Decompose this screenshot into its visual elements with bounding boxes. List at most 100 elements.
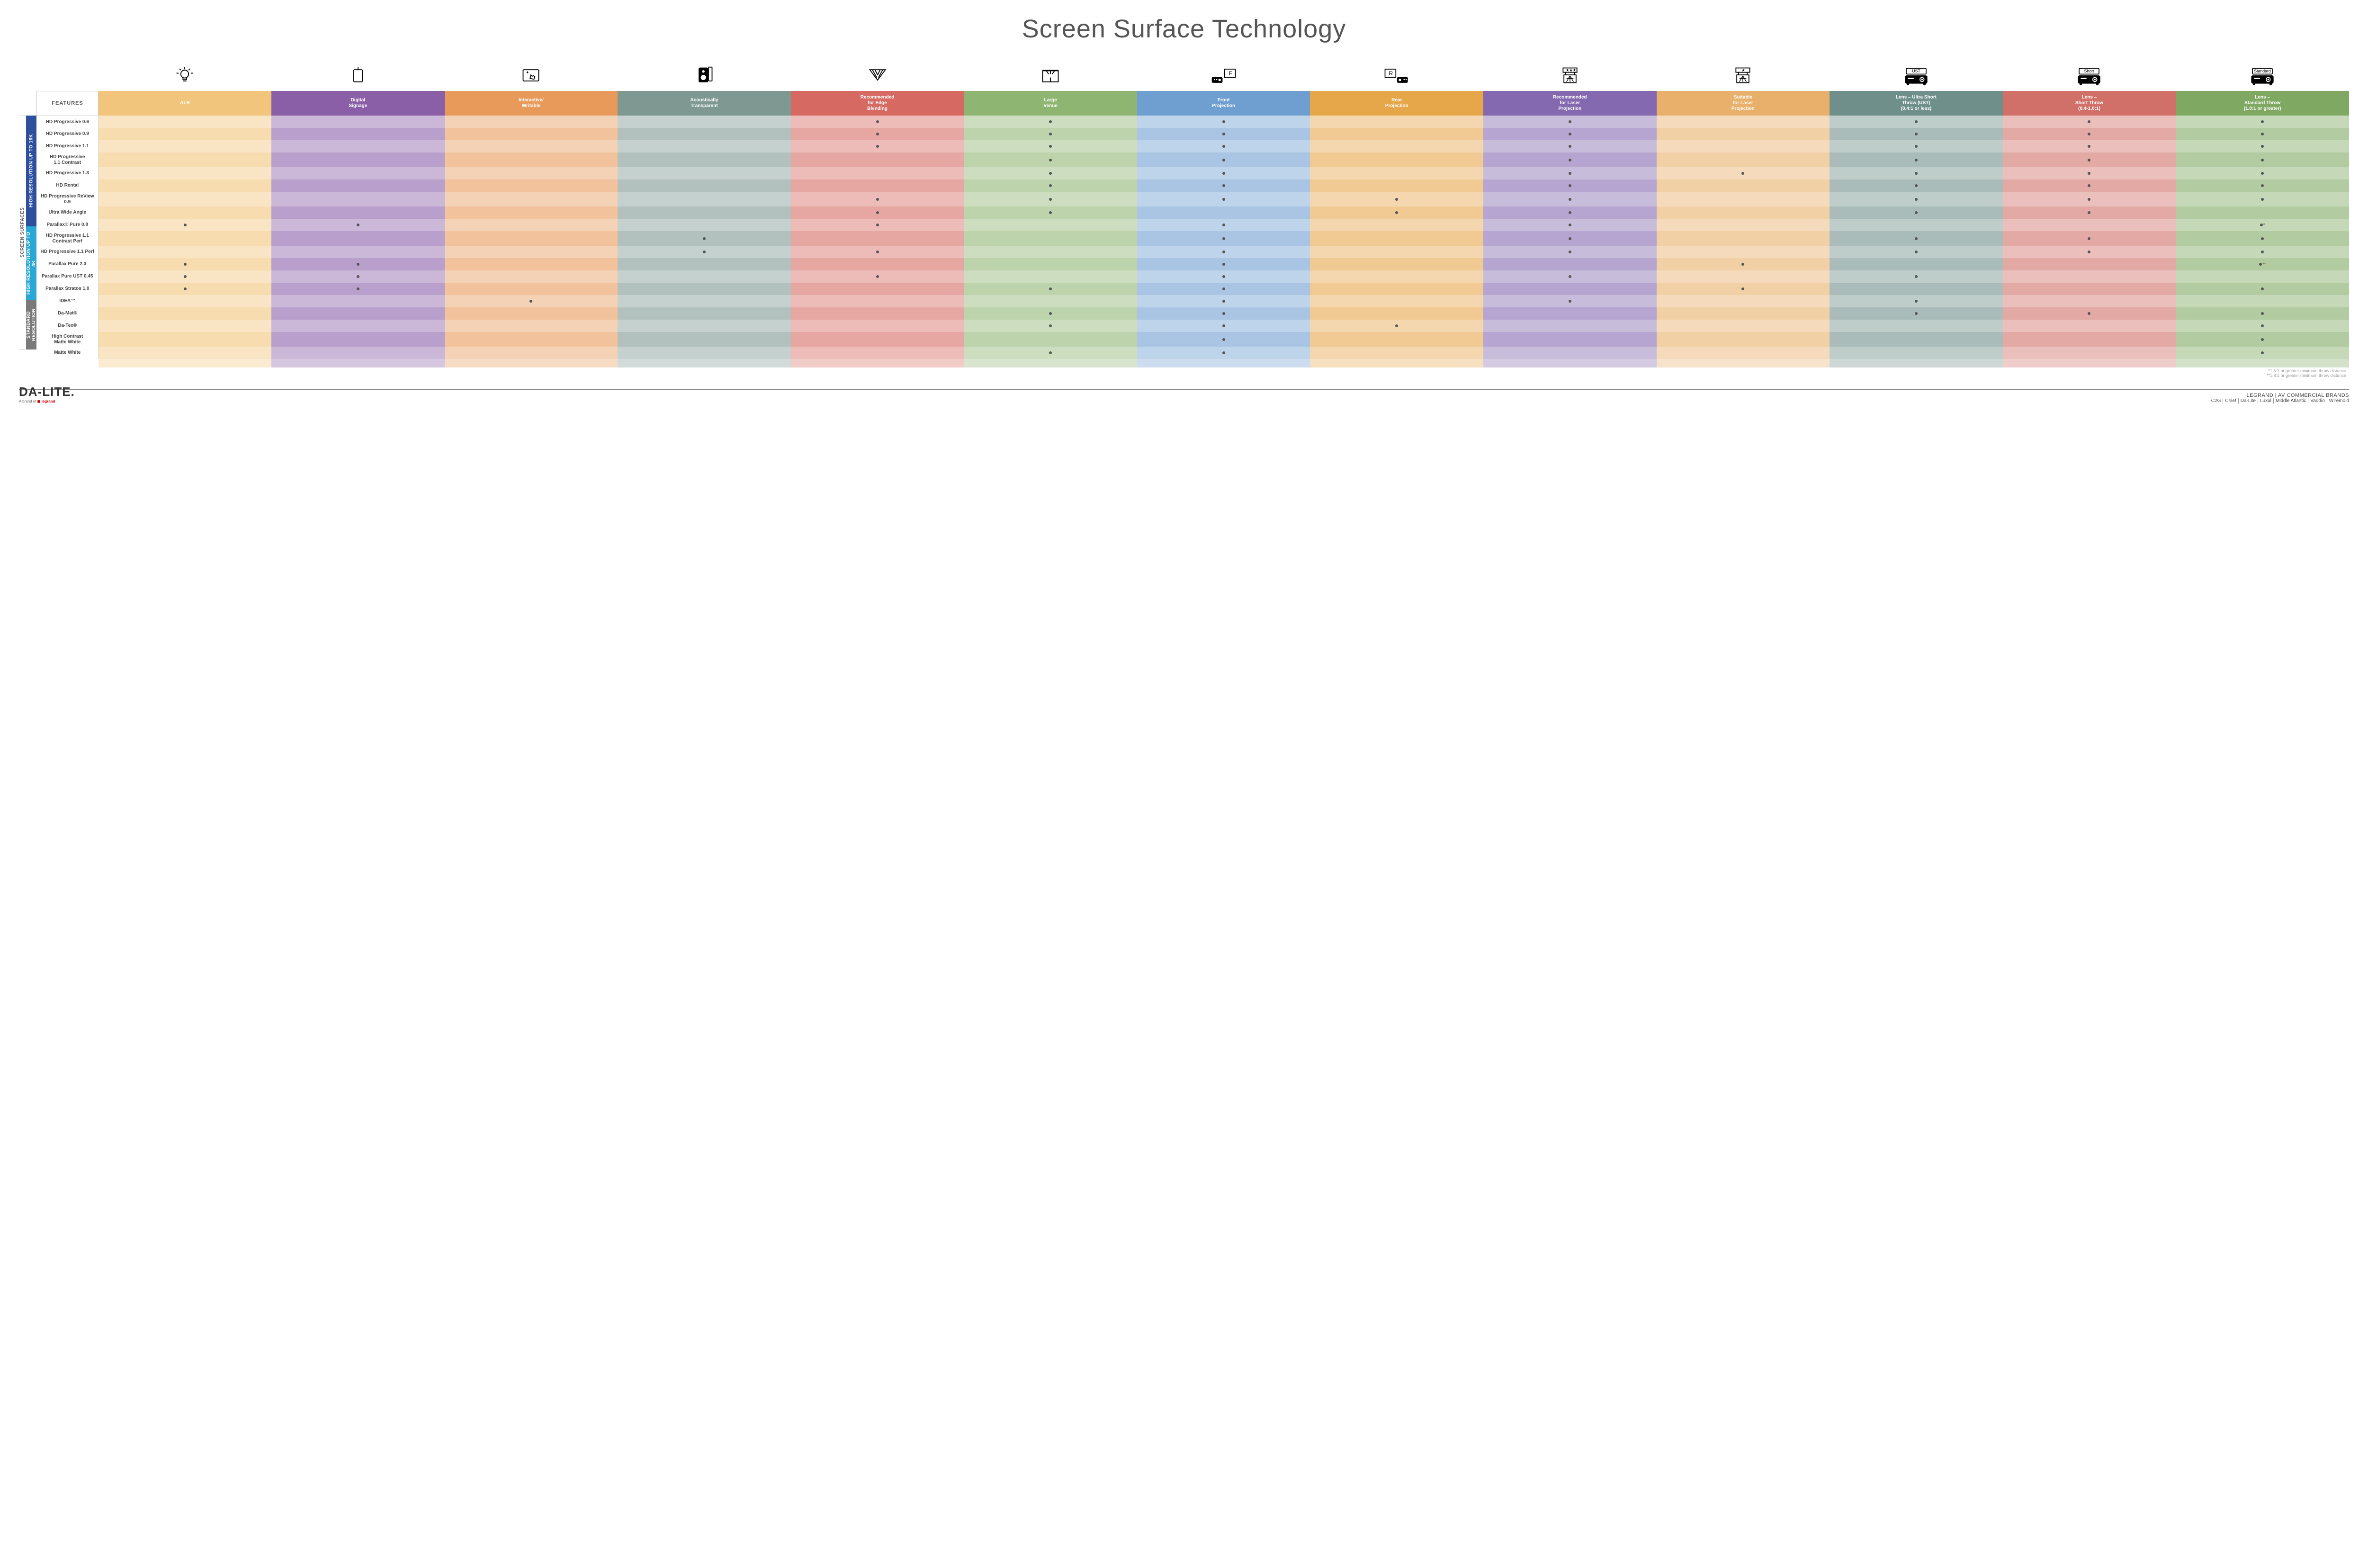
cell-std — [2176, 167, 2349, 179]
cell-venue — [964, 179, 1137, 192]
cell-std — [2176, 347, 2349, 359]
cell-rear — [1310, 320, 1483, 332]
cell-alr — [99, 270, 272, 283]
row-label: IDEA™ — [37, 295, 99, 307]
cell-short — [2003, 347, 2176, 359]
cell-rear — [1310, 192, 1483, 206]
cell-ust — [1830, 270, 2003, 283]
col-alr: ALR — [99, 91, 272, 116]
cell-rear — [1310, 332, 1483, 347]
cell-acoustic — [618, 307, 791, 320]
cell-signage — [271, 320, 445, 332]
cell-front — [1137, 307, 1310, 320]
cell-ust — [1830, 179, 2003, 192]
cell-alr — [99, 192, 272, 206]
cell-reclaser — [1483, 140, 1657, 152]
cell-signage — [271, 192, 445, 206]
cell-reclaser — [1483, 307, 1657, 320]
cell-writable — [445, 231, 618, 246]
cell-writable — [445, 270, 618, 283]
cell-writable — [445, 246, 618, 258]
cell-short — [2003, 128, 2176, 140]
cell-signage — [271, 307, 445, 320]
cell-front — [1137, 192, 1310, 206]
cell-short — [2003, 258, 2176, 270]
cell-reclaser — [1483, 192, 1657, 206]
cell-writable — [445, 152, 618, 167]
cell-rear — [1310, 283, 1483, 295]
cell-suitlaser — [1657, 283, 1830, 295]
cell-edge — [791, 320, 964, 332]
footer: DA-LITE. A brand of ◼ legrand LEGRAND | … — [19, 389, 2349, 403]
cell-acoustic — [618, 206, 791, 219]
alr-icon — [99, 58, 272, 91]
cell-alr — [99, 283, 272, 295]
cell-rear — [1310, 231, 1483, 246]
cell-short — [2003, 116, 2176, 128]
cell-edge — [791, 283, 964, 295]
cell-venue — [964, 283, 1137, 295]
row-label: HD Progressive1.1 Contrast — [37, 152, 99, 167]
cell-venue — [964, 347, 1137, 359]
cell-std — [2176, 332, 2349, 347]
cell-ust — [1830, 332, 2003, 347]
logo: DA-LITE. A brand of ◼ legrand — [19, 385, 75, 403]
cell-reclaser — [1483, 128, 1657, 140]
cell-signage — [271, 152, 445, 167]
cell-writable — [445, 307, 618, 320]
svg-text:Short: Short — [2084, 69, 2094, 73]
cell-short — [2003, 295, 2176, 307]
cell-short — [2003, 179, 2176, 192]
cell-suitlaser — [1657, 258, 1830, 270]
cell-suitlaser — [1657, 179, 1830, 192]
cell-std — [2176, 270, 2349, 283]
row-label: HD Progressive ReView 0.9 — [37, 192, 99, 206]
cell-signage — [271, 246, 445, 258]
cell-edge — [791, 332, 964, 347]
cell-reclaser — [1483, 116, 1657, 128]
cell-rear — [1310, 295, 1483, 307]
cell-reclaser — [1483, 206, 1657, 219]
cell-short — [2003, 152, 2176, 167]
row-label: HD Progressive 0.6 — [37, 116, 99, 128]
row-label: Parallax® Pure 0.8 — [37, 219, 99, 231]
cell-rear — [1310, 140, 1483, 152]
brand-item: Wiremold — [2327, 398, 2349, 403]
cell-suitlaser — [1657, 152, 1830, 167]
col-short: Lens –Short Throw(0.4-1.0:1) — [2003, 91, 2176, 116]
cell-rear — [1310, 179, 1483, 192]
cell-suitlaser — [1657, 307, 1830, 320]
std-icon: Standard — [2176, 58, 2349, 91]
row-label: HD Rental — [37, 179, 99, 192]
row-label: Parallax Pure UST 0.45 — [37, 270, 99, 283]
cell-std — [2176, 320, 2349, 332]
cell-signage — [271, 258, 445, 270]
cell-std — [2176, 307, 2349, 320]
cell-short — [2003, 206, 2176, 219]
cell-front — [1137, 283, 1310, 295]
row-label: Matte White — [37, 347, 99, 359]
cell-std — [2176, 179, 2349, 192]
cell-front — [1137, 295, 1310, 307]
cell-std — [2176, 246, 2349, 258]
writable-icon — [445, 58, 618, 91]
cell-ust — [1830, 295, 2003, 307]
cell-std: * — [2176, 219, 2349, 231]
col-acoustic: AcousticallyTransparent — [618, 91, 791, 116]
col-signage: DigitalSignage — [271, 91, 445, 116]
row-label: HD Progressive 1.1 Perf — [37, 246, 99, 258]
cell-short — [2003, 140, 2176, 152]
cell-edge — [791, 307, 964, 320]
cell-edge — [791, 128, 964, 140]
cell-venue — [964, 320, 1137, 332]
cell-venue — [964, 332, 1137, 347]
cell-signage — [271, 347, 445, 359]
brand-item: Middle Atlantic — [2274, 398, 2308, 403]
cell-std — [2176, 231, 2349, 246]
cell-suitlaser — [1657, 140, 1830, 152]
cell-acoustic — [618, 270, 791, 283]
cell-front — [1137, 116, 1310, 128]
col-rear: RearProjection — [1310, 91, 1483, 116]
group-label: STANDARD RESOLUTION — [26, 300, 36, 349]
cell-writable — [445, 116, 618, 128]
